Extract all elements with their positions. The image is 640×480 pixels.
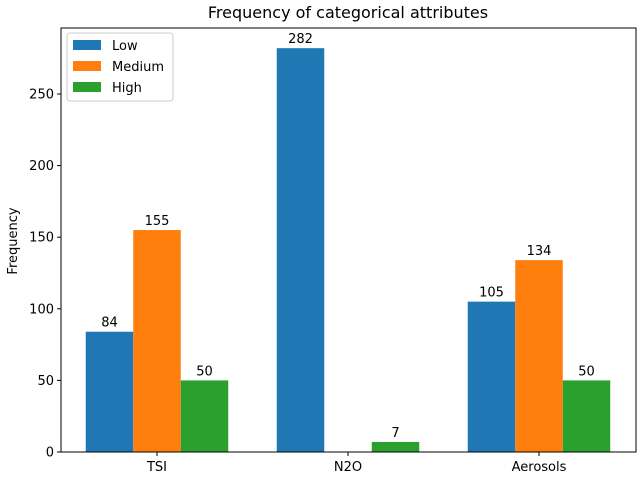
bar-medium-aerosols xyxy=(515,260,563,452)
bar-high-tsi xyxy=(180,380,229,452)
plot-frame xyxy=(60,27,637,453)
data-label: 7 xyxy=(391,426,399,441)
x-tick-label: Aerosols xyxy=(512,460,567,475)
chart-title: Frequency of categorical attributes xyxy=(208,3,488,22)
bars-group xyxy=(85,48,611,452)
data-label: 155 xyxy=(145,214,170,229)
y-axis-label: Frequency xyxy=(6,207,21,274)
bar-low-n2o xyxy=(276,48,325,452)
x-tick-label: N2O xyxy=(334,460,362,475)
data-labels-group: 84 282 105 155 134 50 7 50 xyxy=(101,32,595,441)
data-label: 50 xyxy=(196,364,213,379)
bar-high-aerosols xyxy=(562,380,611,452)
x-ticks-group: TSI N2O Aerosols xyxy=(146,452,567,475)
legend-label-high: High xyxy=(112,81,142,96)
legend-label-medium: Medium xyxy=(112,60,164,75)
data-label: 134 xyxy=(527,244,552,259)
legend-swatch-high xyxy=(73,82,101,92)
legend-label-low: Low xyxy=(112,39,138,54)
y-tick-label: 200 xyxy=(29,159,54,174)
bar-medium-tsi xyxy=(133,230,181,452)
legend: Low Medium High xyxy=(66,32,174,102)
y-tick-label: 0 xyxy=(46,446,54,461)
legend-swatch-medium xyxy=(73,61,101,71)
x-tick-label: TSI xyxy=(146,460,167,475)
y-tick-label: 100 xyxy=(29,302,54,317)
y-tick-label: 150 xyxy=(29,231,54,246)
data-label: 105 xyxy=(479,286,504,301)
bar-low-aerosols xyxy=(467,301,516,452)
bar-low-tsi xyxy=(85,331,134,452)
data-label: 282 xyxy=(288,32,313,47)
data-label: 50 xyxy=(578,364,595,379)
y-tick-label: 250 xyxy=(29,88,54,103)
data-label: 84 xyxy=(101,316,118,331)
y-ticks-group: 0 50 100 150 200 250 xyxy=(29,88,61,461)
bar-high-n2o xyxy=(371,441,420,452)
y-tick-label: 50 xyxy=(37,374,54,389)
legend-swatch-low xyxy=(73,40,101,50)
